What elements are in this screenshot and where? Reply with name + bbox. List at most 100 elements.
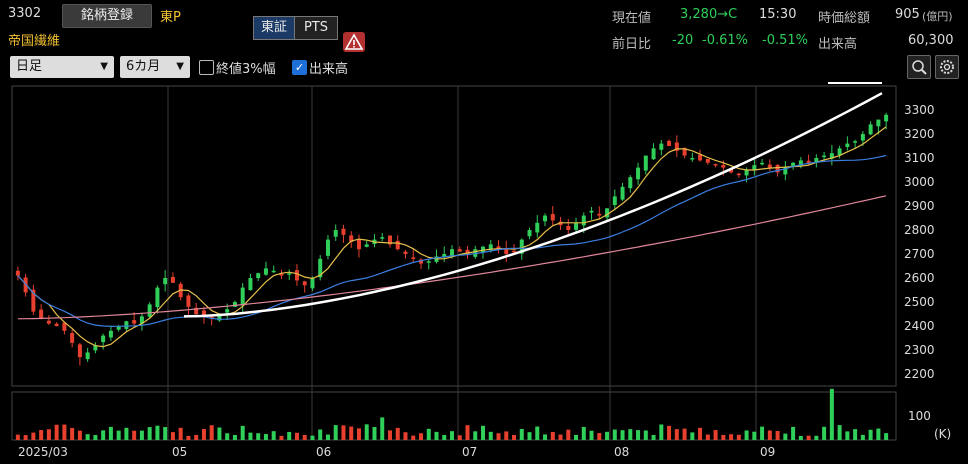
volume-bar (62, 424, 67, 440)
volume-label: 出来高 (818, 37, 858, 52)
candle-body (837, 148, 842, 156)
candle-body (426, 261, 431, 263)
candle-body (46, 320, 51, 324)
candle-body (636, 167, 641, 180)
candle-body (349, 235, 354, 242)
candle-body (744, 170, 749, 176)
candle-body (674, 142, 679, 151)
candle-body (760, 162, 765, 165)
candle-body (263, 268, 268, 275)
candle-body (667, 140, 672, 146)
volume-bar (806, 435, 811, 440)
x-tick-label: 05 (172, 445, 187, 459)
candle-body (124, 321, 129, 329)
candle-body (225, 309, 230, 313)
candle-body (535, 222, 540, 233)
candle-body (643, 155, 648, 171)
y-tick-label: 2200 (904, 367, 935, 381)
volume-bar (597, 433, 602, 440)
volume-bar (85, 434, 90, 440)
candle-body (690, 158, 695, 160)
volume-bar (217, 427, 222, 440)
volume-bar (302, 435, 307, 440)
interval-select[interactable]: 日足 ▼ (10, 56, 114, 78)
volume-bar (705, 434, 710, 440)
candle-body (884, 114, 889, 122)
x-tick-label: 2025/03 (18, 445, 68, 459)
volume-bar (713, 430, 718, 440)
volume-bar (209, 425, 214, 440)
volume-bar (147, 427, 152, 440)
candle-body (287, 273, 292, 275)
candle-body (736, 173, 741, 176)
candle-body (387, 235, 392, 245)
volume-bar (876, 428, 881, 440)
volume-checkbox[interactable]: ✓ (292, 60, 307, 75)
grid (167, 86, 757, 440)
range-select[interactable]: 6カ月 ▼ (120, 56, 190, 78)
candle-body (155, 287, 160, 308)
volume-bar (201, 428, 206, 440)
range-value: 6カ月 (126, 59, 161, 74)
tab-tse[interactable]: 東証 (253, 16, 295, 40)
candle-body (31, 289, 36, 312)
y-tick-label: 2700 (904, 247, 935, 261)
volume-bar (612, 429, 617, 440)
candle-body (806, 160, 811, 163)
volume-bar (349, 426, 354, 440)
candle-body (550, 214, 555, 221)
candle-body (814, 158, 819, 163)
volume-bar (310, 435, 315, 440)
candle-body (333, 230, 338, 237)
zoom-icon[interactable] (907, 55, 931, 79)
volume-bar (108, 426, 113, 440)
stock-code: 3302 (8, 6, 42, 21)
volume-bar (729, 434, 734, 440)
candle-body (132, 320, 137, 324)
volume-tick: 100 (908, 409, 931, 423)
volume-bar (225, 433, 230, 440)
volume-bars (15, 388, 889, 440)
register-stock-button[interactable]: 銘柄登録 (62, 4, 152, 28)
volume-bar (543, 434, 548, 440)
volume-bar (822, 426, 827, 440)
volume-bar (814, 435, 819, 440)
gear-icon[interactable] (935, 55, 959, 79)
interval-value: 日足 (16, 59, 43, 74)
volume-bar (853, 429, 858, 440)
trendline (183, 92, 883, 318)
candle-body (70, 333, 75, 343)
current-price: 3,280→C (680, 7, 738, 22)
candle-body (589, 210, 594, 213)
volume-bar (636, 430, 641, 440)
candle-body (442, 254, 447, 257)
market-cap-unit: (億円) (922, 10, 953, 23)
tab-pts[interactable]: PTS (294, 16, 338, 40)
warning-icon[interactable] (343, 32, 365, 52)
volume-bar (395, 427, 400, 440)
volume-bar (403, 432, 408, 440)
candle-body (822, 155, 827, 158)
candle-body (752, 165, 757, 170)
close3-checkbox[interactable] (199, 60, 214, 75)
y-tick-label: 3200 (904, 127, 935, 141)
volume-bar (46, 429, 51, 440)
current-price-label: 現在値 (612, 11, 652, 26)
y-tick-label: 2300 (904, 343, 935, 357)
candle-body (186, 295, 191, 307)
volume-bar (457, 435, 462, 440)
price-chart[interactable]: 3300 3200 3100 3000 2900 2800 2700 2600 2500 2400… (0, 80, 968, 464)
volume-bar (488, 431, 493, 440)
candle-body (318, 258, 323, 278)
candle-body (791, 162, 796, 166)
candle-body (829, 153, 834, 159)
volume-bar (558, 434, 563, 440)
candle-body (232, 302, 237, 307)
volume-bar (682, 428, 687, 440)
candle-body (240, 287, 245, 306)
volume-bar (442, 434, 447, 440)
volume-bar (643, 430, 648, 440)
candle-body (279, 273, 284, 276)
candle-body (783, 167, 788, 175)
chevron-down-icon: ▼ (176, 61, 184, 72)
